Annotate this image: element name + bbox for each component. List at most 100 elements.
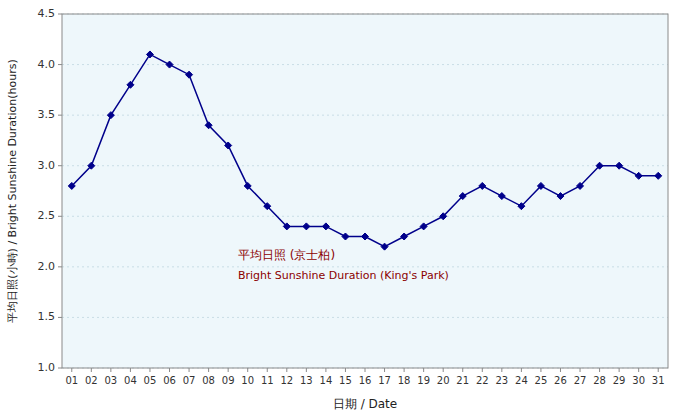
x-tick bbox=[423, 368, 424, 372]
x-tick-label: 25 bbox=[535, 375, 548, 386]
x-tick-label: 04 bbox=[124, 375, 137, 386]
y-tick-label: 3.0 bbox=[38, 159, 56, 172]
grid-line bbox=[62, 64, 668, 65]
x-tick bbox=[521, 368, 522, 372]
y-tick-label: 3.5 bbox=[38, 108, 56, 121]
x-tick bbox=[189, 368, 190, 372]
y-axis: 1.01.52.02.53.03.54.04.5 bbox=[38, 7, 63, 374]
y-tick bbox=[58, 64, 62, 65]
marker bbox=[401, 233, 408, 240]
x-tick bbox=[540, 368, 541, 372]
x-tick-label: 10 bbox=[241, 375, 254, 386]
marker bbox=[616, 162, 623, 169]
marker bbox=[68, 182, 75, 189]
x-tick-label: 09 bbox=[222, 375, 235, 386]
x-tick-label: 31 bbox=[652, 375, 665, 386]
x-tick-label: 17 bbox=[378, 375, 391, 386]
marker bbox=[459, 193, 466, 200]
grid-line bbox=[62, 216, 668, 217]
y-tick-label: 2.5 bbox=[38, 209, 56, 222]
marker bbox=[596, 162, 603, 169]
x-tick bbox=[345, 368, 346, 372]
chart: 1.01.52.02.53.03.54.04.50102030405060708… bbox=[0, 0, 684, 420]
x-tick-label: 12 bbox=[280, 375, 293, 386]
marker bbox=[264, 203, 271, 210]
x-tick-label: 21 bbox=[456, 375, 469, 386]
x-tick-label: 06 bbox=[163, 375, 176, 386]
y-tick bbox=[58, 14, 62, 15]
y-tick bbox=[58, 115, 62, 116]
x-tick bbox=[404, 368, 405, 372]
marker bbox=[498, 193, 505, 200]
x-tick bbox=[619, 368, 620, 372]
marker bbox=[342, 233, 349, 240]
x-tick bbox=[110, 368, 111, 372]
x-tick bbox=[365, 368, 366, 372]
x-axis: 0102030405060708091011121314151617181920… bbox=[65, 368, 664, 386]
plot-frame bbox=[62, 14, 668, 368]
y-tick-label: 1.5 bbox=[38, 310, 56, 323]
x-tick-label: 01 bbox=[65, 375, 78, 386]
x-tick-label: 28 bbox=[593, 375, 606, 386]
marker bbox=[518, 203, 525, 210]
marker bbox=[107, 112, 114, 119]
x-tick-label: 20 bbox=[437, 375, 450, 386]
x-tick-label: 08 bbox=[202, 375, 215, 386]
x-tick-label: 15 bbox=[339, 375, 352, 386]
line bbox=[72, 54, 658, 246]
marker bbox=[537, 182, 544, 189]
marker bbox=[205, 122, 212, 129]
marker bbox=[166, 61, 173, 68]
x-tick bbox=[247, 368, 248, 372]
x-tick bbox=[267, 368, 268, 372]
x-tick-label: 02 bbox=[85, 375, 98, 386]
x-tick bbox=[482, 368, 483, 372]
x-tick bbox=[638, 368, 639, 372]
x-tick bbox=[443, 368, 444, 372]
x-tick bbox=[228, 368, 229, 372]
grid-line bbox=[62, 115, 668, 116]
y-axis-label: 平均日照(小時) / Bright Sunshine Duration(hour… bbox=[6, 59, 19, 322]
x-tick-label: 29 bbox=[613, 375, 626, 386]
x-tick bbox=[208, 368, 209, 372]
marker bbox=[381, 243, 388, 250]
y-tick bbox=[58, 165, 62, 166]
x-tick bbox=[306, 368, 307, 372]
x-tick-label: 18 bbox=[398, 375, 411, 386]
y-tick-label: 4.5 bbox=[38, 7, 56, 20]
x-tick-label: 19 bbox=[417, 375, 430, 386]
x-tick-label: 03 bbox=[105, 375, 118, 386]
x-tick-label: 27 bbox=[574, 375, 587, 386]
marker bbox=[225, 142, 232, 149]
marker bbox=[303, 223, 310, 230]
x-tick-label: 07 bbox=[183, 375, 196, 386]
x-tick-label: 13 bbox=[300, 375, 313, 386]
annotation: Bright Sunshine Duration (King's Park) bbox=[238, 269, 449, 282]
x-tick-label: 26 bbox=[554, 375, 567, 386]
y-tick-label: 2.0 bbox=[38, 260, 56, 273]
y-tick bbox=[58, 368, 62, 369]
marker bbox=[186, 71, 193, 78]
x-tick bbox=[169, 368, 170, 372]
marker bbox=[440, 213, 447, 220]
x-tick-label: 23 bbox=[495, 375, 508, 386]
marker bbox=[577, 182, 584, 189]
marker bbox=[479, 182, 486, 189]
marker bbox=[146, 51, 153, 58]
x-tick-label: 30 bbox=[632, 375, 645, 386]
series bbox=[68, 51, 661, 250]
x-tick bbox=[384, 368, 385, 372]
marker bbox=[88, 162, 95, 169]
x-tick bbox=[462, 368, 463, 372]
marker bbox=[127, 81, 134, 88]
x-tick bbox=[91, 368, 92, 372]
x-tick bbox=[560, 368, 561, 372]
x-tick bbox=[149, 368, 150, 372]
x-tick bbox=[325, 368, 326, 372]
grid bbox=[62, 14, 668, 368]
plot-background bbox=[62, 14, 668, 368]
y-tick bbox=[58, 317, 62, 318]
x-tick bbox=[71, 368, 72, 372]
x-tick-label: 11 bbox=[261, 375, 274, 386]
marker bbox=[283, 223, 290, 230]
